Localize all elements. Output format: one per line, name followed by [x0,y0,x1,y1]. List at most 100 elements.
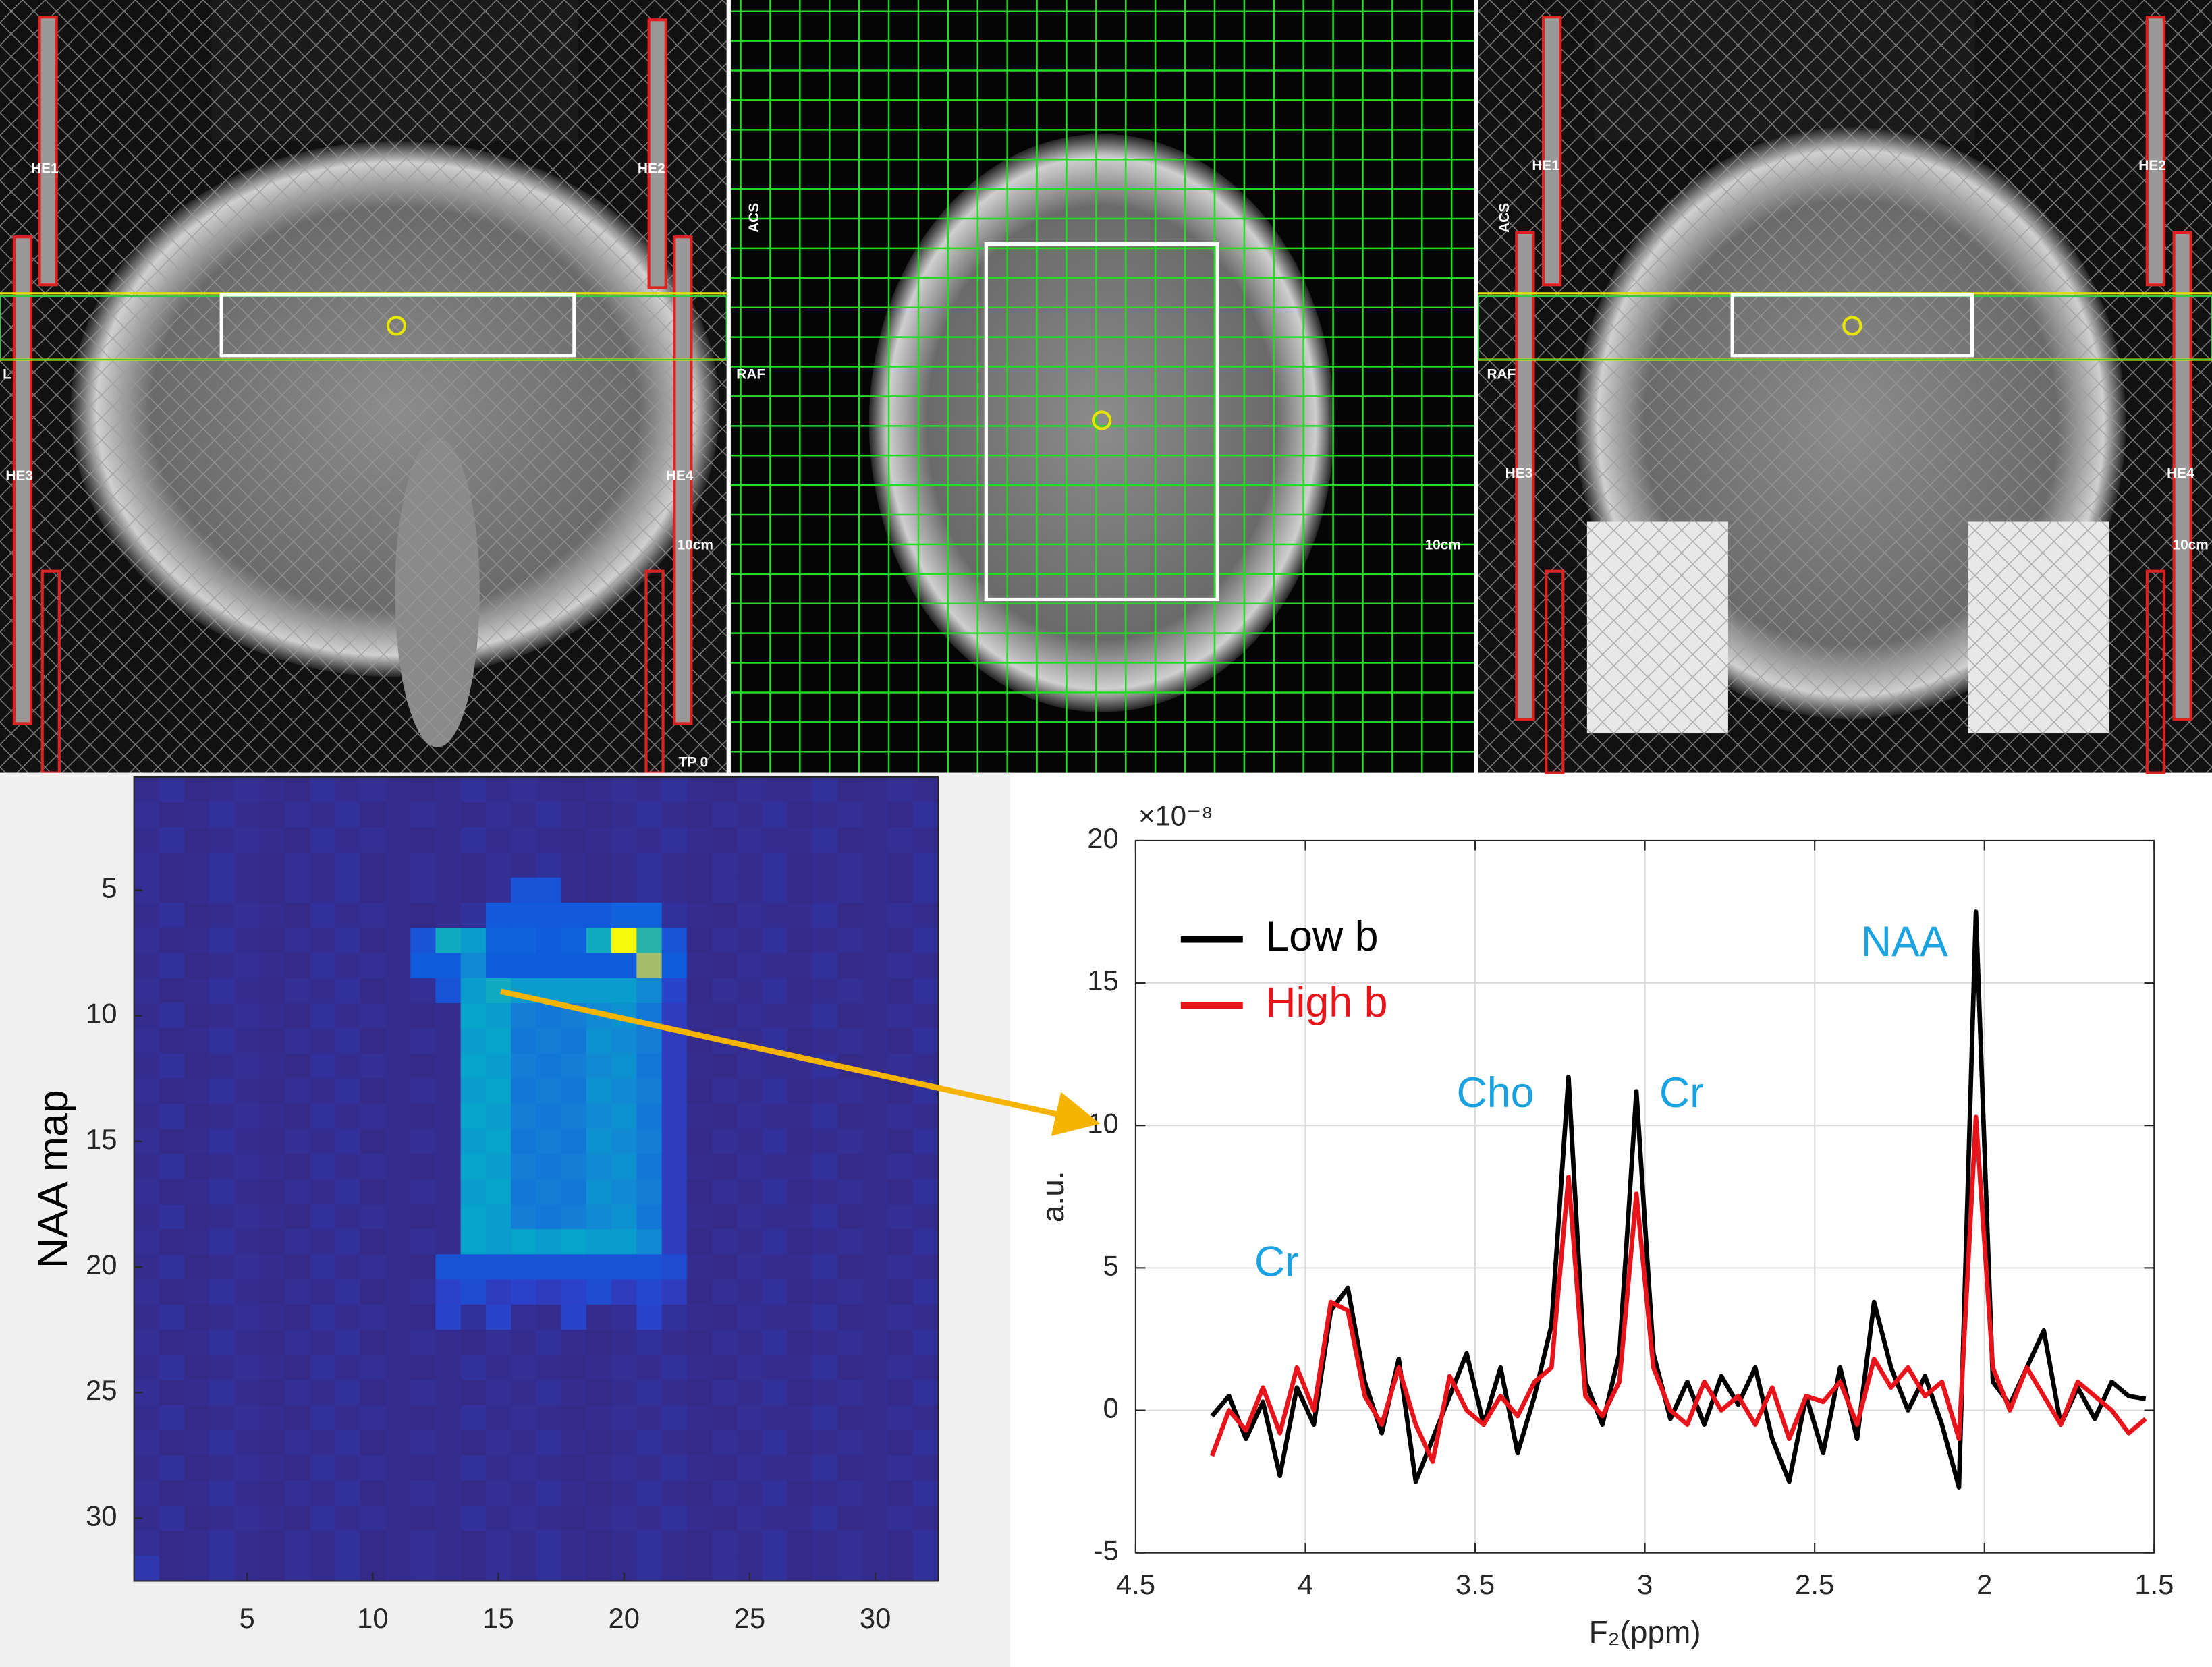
heatmap-cell [536,1505,562,1531]
x-tick-label: 15 [482,1602,514,1634]
heatmap-cell [686,1078,713,1104]
heatmap-cell [912,1455,939,1481]
heatmap-cell [134,1204,160,1230]
heatmap-cell [661,1455,688,1481]
heatmap-cell [586,877,612,903]
heatmap-cell [460,852,487,878]
heatmap-cell [586,1254,612,1280]
heatmap-cell [335,1129,361,1155]
heatmap-cell [360,802,386,828]
heatmap-cell [159,1330,185,1355]
heatmap-cell [661,903,688,928]
heatmap-cell [511,1405,537,1431]
heatmap-cell [335,903,361,928]
heatmap-cell [536,1556,562,1582]
heatmap-cell [812,1455,838,1481]
heatmap-cell [234,1355,260,1381]
heatmap-cell [435,1330,462,1355]
heatmap-cell [686,1430,713,1456]
heatmap-cell [686,1380,713,1406]
heatmap-cell [611,1455,637,1481]
y-tick-label: 15 [1087,965,1119,996]
heatmap-cell [712,1129,738,1155]
heatmap-cell [410,1355,437,1381]
heatmap-cell [435,1103,462,1129]
heatmap-cell [385,1430,411,1456]
heatmap-cell [410,1229,437,1255]
heatmap-cell [134,1430,160,1456]
heatmap-cell [812,1103,838,1129]
heatmap-cell [159,903,185,928]
heatmap-cell [234,1078,260,1104]
heatmap-cell [360,1405,386,1431]
heatmap-cell [636,928,663,954]
heatmap-cell [762,1229,788,1255]
heatmap-cell [862,1204,889,1230]
heatmap-cell [134,827,160,853]
heatmap-cell [209,852,236,878]
heatmap-cell [586,1053,612,1079]
heatmap-cell [259,1129,285,1155]
mri-coronal [1477,0,2212,774]
x-tick-label: 3.5 [1456,1569,1495,1600]
heatmap-cell [586,1129,612,1155]
heatmap-cell [209,776,236,803]
heatmap-cell [887,1480,914,1506]
heatmap-cell [737,1455,763,1481]
heatmap-cell [511,1304,537,1330]
heatmap-cell [787,978,813,1004]
heatmap-cell [812,1480,838,1506]
heatmap-cell [310,1003,336,1029]
heatmap-cell [837,1003,864,1029]
heatmap-cell [887,978,914,1004]
heatmap-cell [787,1204,813,1230]
heatmap-cell [285,978,310,1004]
heatmap-cell [310,776,336,803]
heatmap-cell [737,1179,763,1205]
heatmap-cell [435,1028,462,1054]
heatmap-cell [862,1103,889,1129]
heatmap-cell [335,827,361,853]
heatmap-cell [410,1129,437,1155]
heatmap-cell [561,1330,587,1355]
heatmap-cell [259,1330,285,1355]
heatmap-cell [134,1279,160,1305]
heatmap-cell [887,1380,914,1406]
heatmap-cell [611,1129,637,1155]
heatmap-cell [912,1480,939,1506]
heatmap-cell [385,1279,411,1305]
x-tick-label: 4 [1298,1569,1313,1600]
heatmap-cell [134,776,160,803]
heatmap-cell [360,776,386,803]
heatmap-cell [912,1330,939,1355]
heatmap-cell [310,827,336,853]
heatmap-cell [837,1455,864,1481]
mri-label: RAF [1487,367,1516,383]
heatmap-cell [511,1154,537,1180]
heatmap-cell [812,1405,838,1431]
heatmap-cell [209,1480,236,1506]
heatmap-cell [234,1430,260,1456]
heatmap-cell [561,1028,587,1054]
heatmap-cell [636,953,663,979]
heatmap-cell [912,1053,939,1079]
heatmap-cell [636,877,663,903]
heatmap-cell [511,1505,537,1531]
heatmap-cell [385,1254,411,1280]
heatmap-cell [335,1154,361,1180]
heatmap-cell [385,802,411,828]
heatmap-cell [134,903,160,928]
heatmap-cell [561,1480,587,1506]
heatmap-cell [285,852,310,878]
heatmap-cell [762,1304,788,1330]
heatmap-cell [209,1154,236,1180]
heatmap-cell [787,953,813,979]
heatmap-cell [511,1556,537,1582]
heatmap-cell [737,827,763,853]
heatmap-cell [385,1103,411,1129]
heatmap-cell [787,1129,813,1155]
heatmap-cell [435,903,462,928]
heatmap-cell [134,1405,160,1431]
heatmap-cell [511,1078,537,1104]
heatmap-cell [410,1003,437,1029]
